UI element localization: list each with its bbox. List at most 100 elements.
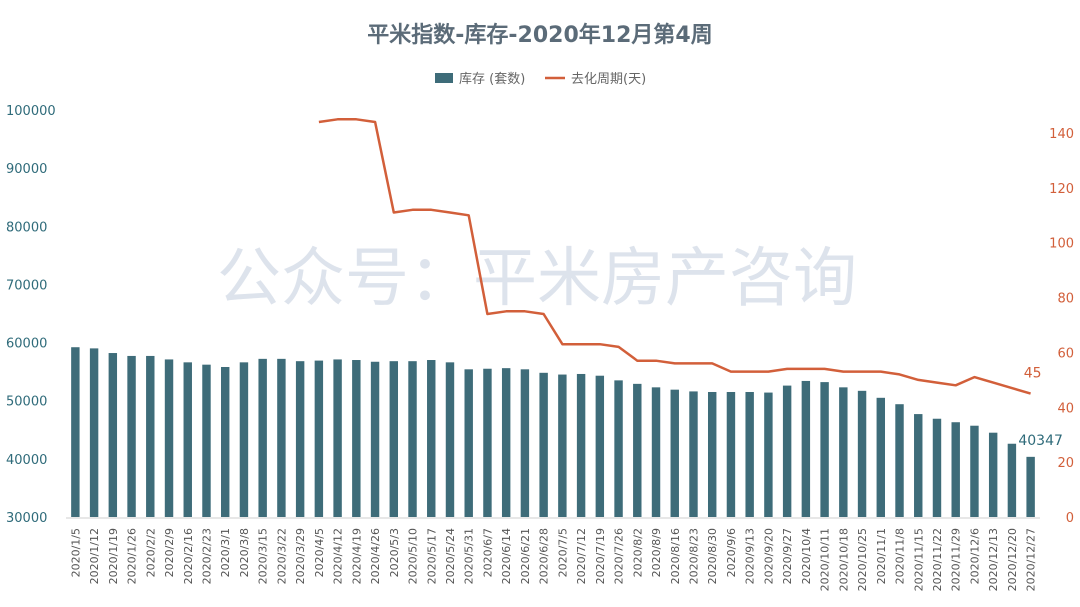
inventory-bar bbox=[445, 362, 455, 517]
right-axis-tick-label: 60 bbox=[1057, 346, 1074, 361]
x-axis-tick-label: 2020/5/31 bbox=[463, 528, 476, 584]
x-axis-tick-label: 2020/3/29 bbox=[294, 528, 307, 584]
x-axis-tick-label: 2020/3/8 bbox=[238, 528, 251, 577]
x-axis-tick-label: 2020/4/12 bbox=[332, 528, 345, 584]
legend-line-label: 去化周期(天) bbox=[571, 72, 646, 87]
right-axis-tick-label: 100 bbox=[1049, 237, 1074, 252]
inventory-bar bbox=[745, 391, 754, 517]
bar-data-label: 40347 bbox=[1018, 433, 1063, 449]
x-axis-tick-label: 2020/12/27 bbox=[1025, 528, 1038, 591]
x-axis-tick-label: 2020/8/9 bbox=[650, 528, 663, 577]
chart-title: 平米指数-库存-2020年12月第4周 bbox=[367, 22, 712, 48]
x-axis-tick-label: 2020/11/15 bbox=[912, 528, 925, 591]
inventory-bar bbox=[895, 404, 904, 517]
left-axis-tick-label: 80000 bbox=[6, 220, 47, 235]
legend-bar-swatch bbox=[435, 73, 453, 83]
line-data-label: 45 bbox=[1024, 366, 1042, 382]
legend: 库存 (套数) 去化周期(天) bbox=[435, 71, 646, 87]
inventory-bar bbox=[239, 362, 249, 517]
x-axis-tick-label: 2020/1/26 bbox=[126, 528, 139, 584]
x-axis-tick-label: 2020/6/28 bbox=[538, 528, 551, 584]
inventory-bar bbox=[220, 366, 230, 517]
x-axis-tick-label: 2020/5/3 bbox=[388, 528, 401, 577]
x-axis-tick-label: 2020/4/26 bbox=[369, 528, 382, 584]
inventory-bar bbox=[501, 368, 511, 517]
inventory-bar bbox=[127, 355, 136, 517]
right-axis-tick-label: 20 bbox=[1057, 456, 1074, 471]
x-axis-tick-label: 2020/10/18 bbox=[837, 528, 850, 591]
inventory-bar bbox=[183, 362, 192, 517]
x-axis-tick-label: 2020/10/4 bbox=[800, 528, 813, 584]
right-axis-tick-label: 140 bbox=[1049, 127, 1074, 142]
x-axis-tick-label: 2020/7/26 bbox=[613, 528, 626, 584]
inventory-bar bbox=[277, 358, 286, 517]
inventory-bar bbox=[295, 361, 305, 517]
x-axis-tick-label: 2020/11/29 bbox=[950, 528, 963, 591]
inventory-bar bbox=[614, 380, 623, 517]
left-axis-tick-label: 60000 bbox=[6, 337, 47, 352]
inventory-bar bbox=[988, 432, 998, 517]
inventory-bar bbox=[670, 389, 679, 517]
inventory-bar bbox=[314, 360, 324, 517]
watermark: 公众号：平米房产咨询 bbox=[217, 242, 857, 316]
x-axis-tick-label: 2020/1/19 bbox=[107, 528, 120, 584]
inventory-bar bbox=[1026, 456, 1035, 517]
x-axis-tick-label: 2020/8/30 bbox=[706, 528, 719, 584]
inventory-bar bbox=[558, 374, 567, 517]
inventory-bar bbox=[1007, 443, 1017, 517]
x-axis-tick-label: 2020/5/24 bbox=[444, 528, 457, 584]
inventory-bar bbox=[951, 422, 960, 517]
days-to-sell-line-path bbox=[318, 118, 1031, 395]
inventory-bars bbox=[71, 347, 1035, 517]
inventory-bar bbox=[427, 360, 436, 517]
data-labels: 40347 45 bbox=[1018, 366, 1063, 449]
x-axis-tick-label: 2020/7/19 bbox=[594, 528, 607, 584]
x-axis-tick-label: 2020/11/22 bbox=[931, 528, 944, 591]
inventory-bar bbox=[914, 414, 923, 517]
left-axis: 30000 40000 50000 60000 70000 80000 90000 10000… bbox=[6, 104, 56, 526]
x-axis-tick-label: 2020/6/14 bbox=[500, 528, 513, 584]
x-axis-tick-label: 2020/1/12 bbox=[88, 528, 101, 584]
x-axis-tick-label: 2020/3/22 bbox=[275, 528, 288, 584]
left-axis-tick-label: 40000 bbox=[6, 453, 47, 468]
inventory-bar bbox=[108, 353, 118, 517]
inventory-bar bbox=[651, 387, 661, 517]
x-axis-tick-label: 2020/6/21 bbox=[519, 528, 532, 584]
left-axis-tick-label: 30000 bbox=[6, 511, 47, 526]
x-axis-tick-label: 2020/7/12 bbox=[575, 528, 588, 584]
inventory-bar bbox=[801, 380, 811, 517]
right-axis: 0 20 40 60 80 100 120 140 bbox=[1049, 127, 1074, 526]
inventory-bar bbox=[633, 383, 642, 517]
right-axis-tick-label: 40 bbox=[1057, 401, 1074, 416]
x-axis-tick-label: 2020/3/1 bbox=[219, 528, 232, 577]
x-axis-tick-label: 2020/11/1 bbox=[875, 528, 888, 584]
inventory-bar bbox=[389, 361, 399, 517]
x-axis-tick-label: 2020/6/7 bbox=[481, 528, 494, 577]
left-axis-tick-label: 70000 bbox=[6, 278, 47, 293]
x-axis-tick-label: 2020/5/10 bbox=[407, 528, 420, 584]
x-axis-tick-label: 2020/8/2 bbox=[631, 528, 644, 577]
inventory-bar bbox=[258, 358, 267, 517]
x-axis-tick-label: 2020/12/6 bbox=[968, 528, 981, 584]
x-axis-tick-label: 2020/4/5 bbox=[313, 528, 326, 577]
left-axis-tick-label: 90000 bbox=[6, 162, 47, 177]
x-axis-tick-label: 2020/3/15 bbox=[257, 528, 270, 584]
inventory-bar bbox=[689, 391, 698, 517]
x-axis-tick-label: 2020/2/2 bbox=[144, 528, 157, 577]
x-axis-tick-label: 2020/5/17 bbox=[425, 528, 438, 584]
inventory-bar bbox=[164, 359, 174, 517]
right-axis-tick-label: 120 bbox=[1049, 182, 1074, 197]
inventory-bar bbox=[483, 368, 492, 517]
inventory-bar bbox=[857, 390, 867, 517]
inventory-bar bbox=[71, 347, 80, 517]
inventory-bar bbox=[970, 425, 979, 517]
x-axis-tick-label: 2020/12/20 bbox=[1006, 528, 1019, 591]
x-axis-tick-label: 2020/1/5 bbox=[69, 528, 82, 577]
inventory-bar bbox=[820, 382, 829, 517]
x-axis-tick-label: 2020/9/20 bbox=[762, 528, 775, 584]
x-axis-tick-label: 2020/9/13 bbox=[744, 528, 757, 584]
right-axis-tick-label: 0 bbox=[1066, 511, 1074, 526]
inventory-bar bbox=[726, 391, 736, 517]
inventory-bar bbox=[89, 348, 99, 517]
days-to-sell-line bbox=[318, 118, 1031, 395]
